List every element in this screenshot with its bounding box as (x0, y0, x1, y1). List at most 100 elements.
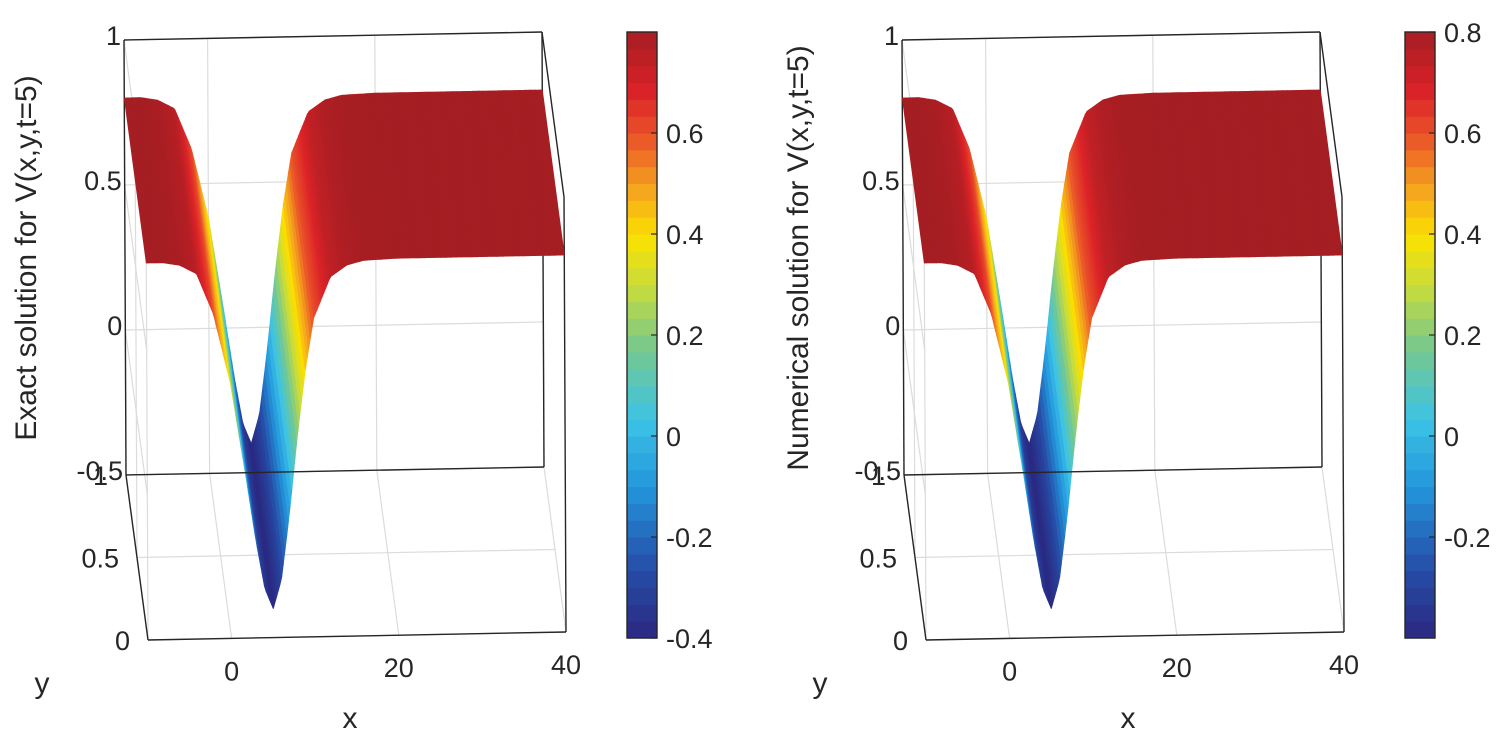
colorbar-band (627, 166, 657, 185)
left-z-axis-label: Exact solution for V(x,y,t=5) (10, 75, 43, 440)
colorbar-band (1405, 520, 1435, 538)
x-tick-label: 0 (224, 656, 239, 686)
right-z-axis-label: Numerical solution for V(x,y,t=5) (782, 45, 815, 470)
colorbar-band (1405, 234, 1435, 252)
y-tick-label: 0.5 (81, 544, 119, 574)
colorbar-band (627, 82, 657, 100)
colorbar-band (1405, 335, 1435, 353)
gridline-y-side (145, 204, 149, 641)
colorbar-band (1405, 133, 1435, 151)
z-tick-label: 0.5 (84, 166, 122, 196)
colorbar-band (1405, 217, 1435, 235)
colorbar-band (627, 469, 657, 488)
axis-edge (1341, 196, 1345, 633)
colorbar-tick-label: -0.4 (666, 624, 713, 654)
colorbar-band (1405, 267, 1435, 286)
colorbar-band (627, 621, 657, 639)
colorbar-tick-label: 0.2 (666, 321, 704, 351)
gridline-z-back (125, 321, 544, 331)
z-tick-label: -0.5 (854, 456, 901, 486)
gridline-y-side (912, 122, 916, 558)
colorbar-band (627, 520, 657, 538)
axis-edge (541, 31, 565, 198)
surface-strip (1318, 89, 1343, 256)
x-tick-label: 20 (384, 653, 414, 683)
colorbar-band (1405, 351, 1435, 370)
colorbar-band (1405, 116, 1435, 134)
colorbar-band (1405, 587, 1435, 605)
colorbar-band (1405, 166, 1435, 185)
colorbar-band (1405, 318, 1435, 336)
y-tick-label: 0 (893, 626, 908, 656)
colorbar-band (1405, 553, 1435, 572)
colorbar-band (627, 604, 657, 622)
colorbar-tick-label: 0.2 (1444, 321, 1482, 351)
colorbar-band (627, 587, 657, 605)
colorbar-tick-label: 0.4 (1444, 220, 1482, 250)
y-tick-label: 0 (115, 626, 130, 656)
colorbar-band (627, 436, 657, 454)
x-tick-label: 40 (1329, 650, 1359, 680)
colorbar-band (627, 149, 657, 168)
colorbar-band (627, 553, 657, 572)
axis-edge (123, 39, 127, 476)
colorbar-band (1405, 385, 1435, 403)
colorbar-band (1405, 621, 1435, 639)
colorbar-tick-label: 0 (666, 422, 681, 452)
axis-edge (1319, 31, 1343, 198)
axis-edge-y (125, 474, 149, 641)
colorbar-band (1405, 183, 1435, 201)
gridline-z-back (903, 321, 1322, 331)
axis-edge (123, 31, 543, 41)
colorbar-band (627, 452, 657, 471)
axis-edge-x (925, 631, 1345, 641)
colorbar-band (1405, 200, 1435, 218)
colorbar-tick-label: 0 (1444, 422, 1459, 452)
axis-edge-y (903, 474, 927, 641)
colorbar-band (627, 234, 657, 252)
axis-edge-x (147, 631, 567, 641)
colorbar-band (1405, 469, 1435, 488)
surface-strip (540, 89, 565, 256)
colorbar-band (627, 385, 657, 403)
axis-edge (903, 466, 1323, 476)
colorbar-tick-label: 0.4 (666, 220, 704, 250)
colorbar-tick-label: 0.6 (666, 119, 704, 149)
y-tick-label: 0.5 (859, 544, 897, 574)
z-tick-label: 1 (884, 21, 899, 51)
colorbar-band (627, 99, 657, 117)
colorbar-band (1405, 99, 1435, 117)
colorbar-tick-label: -0.2 (1444, 523, 1491, 553)
colorbar-band (627, 335, 657, 353)
colorbar-band (1405, 604, 1435, 622)
surface (901, 89, 1343, 609)
colorbar-tick-label: 0.8 (1444, 18, 1482, 48)
y-axis-label: y (813, 667, 828, 700)
colorbar-band (627, 116, 657, 134)
colorbar-band (627, 570, 657, 589)
colorbar-band (1405, 149, 1435, 168)
axis-edge (901, 31, 1321, 41)
z-tick-label: -0.5 (76, 456, 123, 486)
colorbar-band (1405, 65, 1435, 84)
colorbar-tick-label: 0.6 (1444, 119, 1482, 149)
y-axis-label: y (35, 667, 50, 700)
colorbar-band (1405, 368, 1435, 387)
colorbar-tick-label: -0.2 (666, 523, 713, 553)
colorbar-band (1405, 452, 1435, 471)
axis-edge (125, 466, 545, 476)
z-tick-label: 0 (107, 311, 122, 341)
axis-edge (563, 196, 567, 633)
colorbar-band (1405, 48, 1435, 67)
colorbar-band (627, 537, 657, 555)
colorbar-band (1405, 436, 1435, 454)
colorbar-band (1405, 537, 1435, 555)
colorbar-band (627, 351, 657, 370)
colorbar-band (627, 200, 657, 218)
z-tick-label: 0.5 (862, 166, 900, 196)
colorbar-band (627, 301, 657, 319)
colorbar-band (1405, 284, 1435, 302)
colorbar-band (627, 133, 657, 151)
colorbar-band (627, 284, 657, 302)
x-tick-label: 0 (1002, 656, 1017, 686)
